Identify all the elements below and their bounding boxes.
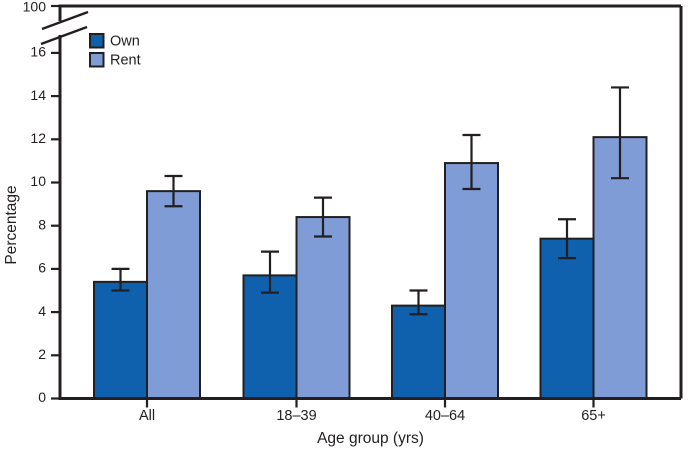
x-tick-label: 40–64 (425, 408, 465, 424)
legend-swatch-own (89, 33, 105, 49)
bar-rent-2 (295, 216, 351, 400)
legend-swatch-rent (89, 52, 105, 68)
x-tick-label: 18–39 (276, 408, 316, 424)
y-tick-label: 4 (38, 303, 46, 319)
axis-break-slash (41, 10, 89, 31)
bar-rent-3 (444, 162, 499, 400)
legend-label-own: Own (110, 33, 140, 49)
x-axis-title: Age group (yrs) (317, 430, 424, 447)
bar-rent-1 (146, 190, 201, 400)
y-tick-label: 16 (30, 44, 46, 60)
bar-own-3 (391, 304, 446, 400)
axis-break-slash (40, 25, 88, 46)
y-tick-label: 10 (30, 173, 46, 189)
x-tick-label: All (139, 408, 155, 424)
y-tick-label: 6 (38, 260, 46, 276)
y-tick-label: 12 (30, 130, 46, 146)
bar-own-4 (539, 237, 595, 400)
legend-label-rent: Rent (110, 52, 141, 68)
y-tick-label: 2 (38, 346, 46, 362)
y-axis-title: Percentage (3, 185, 20, 264)
x-tick-label: 65+ (581, 408, 606, 424)
bar-own-2 (242, 274, 298, 400)
y-tick-label: 8 (38, 216, 46, 232)
y-tick-label: 0 (38, 389, 46, 405)
y-tick-label: 14 (30, 87, 46, 103)
bar-own-1 (93, 280, 148, 400)
y-tick-label-100: 100 (23, 0, 47, 15)
